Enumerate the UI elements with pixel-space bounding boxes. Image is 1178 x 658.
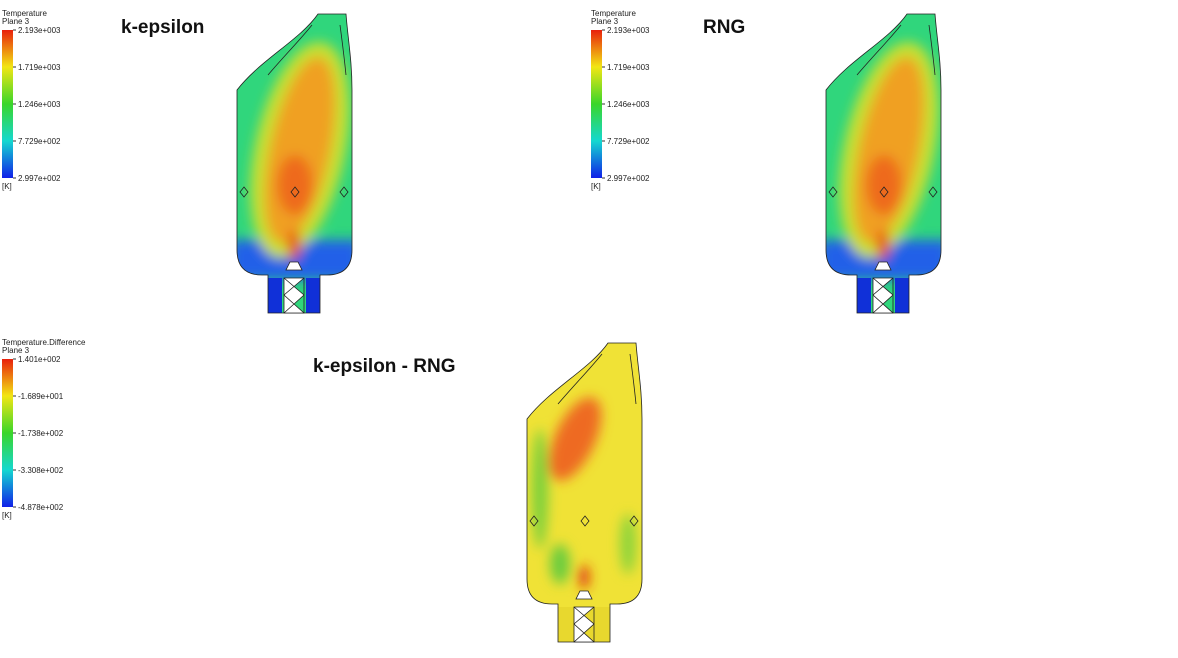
nozzle-right (306, 278, 320, 313)
green-low (550, 544, 570, 584)
swirler (573, 590, 595, 643)
legend-label: -4.878e+002 (18, 503, 64, 512)
panel-title: k-epsilon - RNG (313, 356, 456, 377)
jet (288, 230, 300, 260)
legend-label: 2.997e+002 (607, 174, 650, 183)
legend-subtitle: Plane 3 (2, 346, 30, 355)
flame (237, 41, 352, 280)
jet (877, 230, 889, 260)
green-left (532, 429, 548, 549)
panel-title: k-epsilon (121, 17, 204, 38)
legend-label: 2.193e+003 (607, 26, 650, 35)
legend-label: 1.719e+003 (18, 63, 61, 72)
probe (290, 186, 300, 198)
legend-label: 2.193e+003 (18, 26, 61, 35)
legend-label: -1.689e+001 (18, 392, 64, 401)
legend-subtitle: Plane 3 (591, 17, 619, 26)
core (866, 155, 902, 215)
color-bar (2, 359, 13, 507)
legend-title: Temperature.Difference (2, 338, 86, 347)
color-bar (591, 30, 602, 178)
contour-fill (527, 343, 642, 642)
probe (629, 515, 639, 527)
legend-unit: [K] (2, 511, 12, 520)
probe (529, 515, 539, 527)
color-bar (2, 30, 13, 178)
jet (579, 565, 589, 589)
legend-label: -3.308e+002 (18, 466, 64, 475)
panel: k-epsilon - RNG Temperature.DifferencePla… (2, 338, 643, 643)
swirler (283, 261, 305, 314)
edge-line (267, 24, 347, 76)
legend-label: 1.719e+003 (607, 63, 650, 72)
legend-label: 1.246e+003 (18, 100, 61, 109)
diff-pattern (532, 397, 636, 589)
panel-title: RNG (703, 17, 745, 38)
probe (928, 186, 938, 198)
legend-label: 7.729e+002 (607, 137, 650, 146)
legend-subtitle: Plane 3 (2, 17, 30, 26)
green-right (620, 514, 636, 574)
edge-line (856, 24, 936, 76)
contour-fill (826, 14, 941, 313)
edge-line (557, 353, 637, 405)
contour-plot (526, 342, 643, 643)
nozzle-right (895, 278, 909, 313)
flame (826, 41, 941, 280)
nozzle-left (268, 278, 282, 313)
outline (526, 342, 643, 643)
legend-unit: [K] (591, 182, 601, 191)
legend-title: Temperature (591, 9, 636, 18)
outline (236, 13, 353, 314)
probe (879, 186, 889, 198)
outline (825, 13, 942, 314)
probe (828, 186, 838, 198)
legend-label: 2.997e+002 (18, 174, 61, 183)
core (277, 155, 313, 215)
legend-label: 1.401e+002 (18, 355, 61, 364)
legend-label: 1.246e+003 (607, 100, 650, 109)
contour-plot (236, 13, 353, 314)
swirler (872, 261, 894, 314)
legend-label: 7.729e+002 (18, 137, 61, 146)
contour-plot (825, 13, 942, 314)
legend-title: Temperature (2, 9, 47, 18)
probe (339, 186, 349, 198)
legend-label: -1.738e+002 (18, 429, 64, 438)
probe (239, 186, 249, 198)
nozzle-left (857, 278, 871, 313)
probe (580, 515, 590, 527)
hot-patch (548, 397, 602, 481)
legend-unit: [K] (2, 182, 12, 191)
